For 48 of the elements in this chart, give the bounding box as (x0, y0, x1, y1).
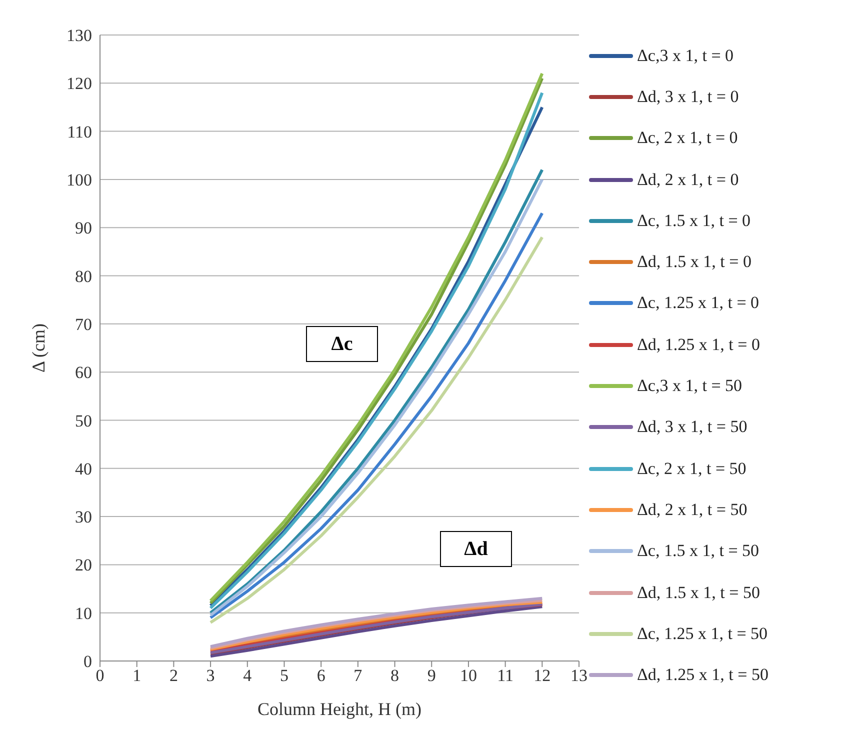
y-tick-label: 10 (75, 604, 92, 623)
x-tick-label: 11 (497, 666, 514, 686)
legend-label: Δd, 3 x 1, t = 50 (637, 417, 748, 438)
y-tick-label: 60 (75, 363, 92, 382)
legend-label: Δd, 2 x 1, t = 0 (637, 170, 739, 190)
x-tick-label: 9 (427, 666, 436, 686)
y-tick-label: 90 (75, 218, 92, 238)
x-tick-label: 5 (280, 666, 288, 686)
legend-label: Δd, 1.25 x 1, t = 0 (637, 334, 760, 355)
y-tick-label: 120 (66, 74, 92, 94)
legend-label: Δc,3 x 1, t = 0 (637, 46, 734, 66)
y-tick-label: 0 (84, 652, 92, 672)
legend-label: Δc,3 x 1, t = 50 (637, 376, 742, 396)
legend-label: Δc, 1.25 x 1, t = 50 (637, 624, 768, 644)
annotation: Δd (464, 538, 488, 560)
legend-label: Δd, 3 x 1, t = 0 (637, 86, 739, 107)
x-tick-label: 8 (390, 666, 400, 686)
x-tick-label: 13 (570, 666, 588, 686)
legend-label: Δc, 1.5 x 1, t = 50 (637, 541, 760, 562)
x-tick-label: 4 (243, 666, 252, 686)
legend-label: Δd, 1.5 x 1, t = 50 (637, 582, 760, 602)
x-tick-label: 12 (534, 666, 551, 686)
y-tick-label: 50 (75, 411, 92, 430)
y-tick-label: 30 (75, 508, 92, 527)
x-tick-label: 1 (132, 666, 142, 686)
x-tick-label: 6 (316, 666, 326, 686)
annotation: Δc (331, 332, 353, 356)
y-tick-label: 70 (75, 314, 92, 334)
x-axis-title: Column Height, H (m) (258, 699, 422, 719)
legend-label: Δc, 1.5 x 1, t = 0 (637, 210, 751, 231)
y-axis-title: Δ (cm) (28, 323, 48, 373)
legend-label: Δd, 2 x 1, t = 50 (637, 500, 748, 520)
x-tick-label: 3 (206, 666, 215, 686)
x-tick-label: 7 (354, 666, 363, 686)
x-tick-label: 2 (169, 666, 178, 686)
legend-label: Δc, 2 x 1, t = 50 (637, 458, 746, 479)
y-tick-label: 80 (75, 266, 92, 286)
legend-label: Δc, 1.25 x 1, t = 0 (637, 293, 760, 314)
x-tick-label: 10 (460, 666, 477, 686)
y-tick-label: 100 (66, 170, 92, 190)
y-tick-label: 110 (67, 122, 92, 142)
y-tick-label: 40 (75, 459, 92, 478)
y-tick-label: 130 (66, 26, 92, 46)
legend-label: Δd, 1.25 x 1, t = 50 (637, 665, 768, 686)
y-tick-label: 20 (75, 556, 92, 575)
x-tick-label: 0 (96, 666, 104, 686)
legend-label: Δd, 1.5 x 1, t = 0 (637, 252, 752, 272)
legend-label: Δc, 2 x 1, t = 0 (637, 128, 738, 148)
